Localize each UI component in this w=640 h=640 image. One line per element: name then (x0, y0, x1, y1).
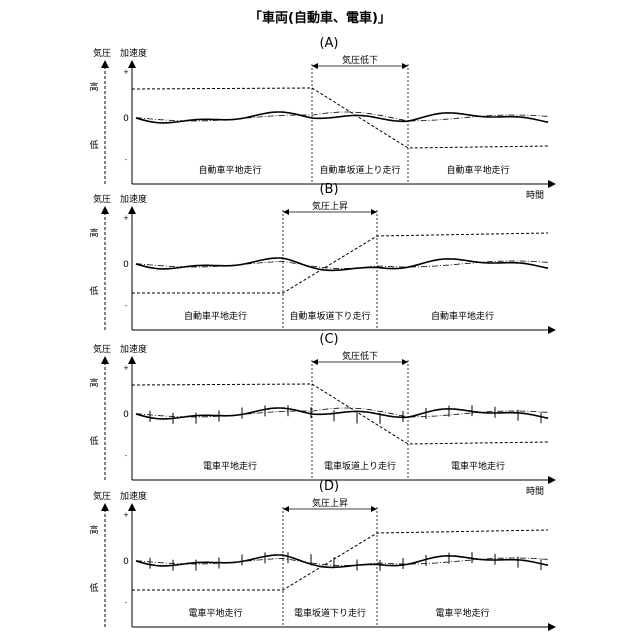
pressure-axis-label: 気圧 (93, 47, 111, 59)
interval-arrow-right (402, 359, 408, 365)
pressure-low-label: 低 (89, 435, 98, 447)
acceleration-axis-arrow (128, 60, 136, 68)
time-axis-label: 時間 (526, 190, 544, 201)
panel-label: (A) (319, 36, 338, 51)
panel-a: (A) 気圧高低 加速度 +0 - 時間 気圧低下自動車平地走行 自動車坂道上り走行 自動車平地… (89, 36, 556, 201)
time-axis-arrow (548, 476, 556, 484)
time-axis-arrow (548, 623, 556, 631)
pressure-curve (132, 88, 548, 148)
acceleration-axis-label: 加速度 (120, 47, 147, 59)
acceleration-plus-label: + (123, 68, 129, 76)
interval-label: 気圧上昇 (312, 200, 348, 212)
segment-label: 自動車坂道下り走行 (289, 310, 370, 322)
acceleration-zero-label: 0 (123, 557, 129, 567)
acceleration-plus-label: + (123, 364, 129, 372)
figure-title: 「車両(自動車、電車)」 (249, 10, 391, 26)
pressure-high-label: 高 (89, 377, 98, 389)
interval-arrow-right (371, 209, 377, 215)
time-axis-arrow (548, 180, 556, 188)
pressure-axis-arrow (101, 356, 109, 364)
pressure-axis-label: 気圧 (93, 343, 111, 355)
pressure-curve (132, 384, 548, 444)
segment-label: 自動車平地走行 (446, 164, 509, 176)
acceleration-axis-arrow (128, 503, 136, 511)
pressure-high-label: 高 (89, 81, 98, 93)
acceleration-curve (136, 408, 548, 419)
acceleration-axis-arrow (128, 206, 136, 214)
interval-arrow-right (371, 506, 377, 512)
pressure-low-label: 低 (89, 582, 98, 594)
pressure-high-label: 高 (89, 524, 98, 536)
segment-label: 電車坂道下り走行 (294, 607, 366, 619)
panel-d: (D) 気圧高低 加速度 +0 - 気圧上昇電車平地走行 電車坂道下り走行 電車平地走行 (89, 479, 556, 631)
pressure-low-label: 低 (89, 139, 98, 151)
time-axis-label: 時間 (526, 486, 544, 497)
segment-label: 電車平地走行 (203, 460, 257, 472)
acceleration-minus-label: - (125, 302, 128, 310)
acceleration-zero-label: 0 (123, 260, 129, 270)
interval-arrow-left (312, 359, 318, 365)
segment-label: 電車坂道上り走行 (324, 460, 396, 472)
segment-label: 電車平地走行 (435, 607, 489, 619)
panel-c: (C) 気圧高低 加速度 +0 - 時間 気圧低下電車平地走行 電車坂道上り走行 電車平地走行 (89, 332, 556, 497)
segment-label: 電車平地走行 (188, 607, 242, 619)
acceleration-axis-label: 加速度 (120, 193, 147, 205)
acceleration-plus-label: + (123, 214, 129, 222)
segment-label: 電車平地走行 (451, 460, 505, 472)
panel-label: (C) (319, 332, 338, 347)
interval-label: 気圧低下 (342, 350, 378, 362)
pressure-axis-label: 気圧 (93, 193, 111, 205)
acceleration-axis-label: 加速度 (120, 343, 147, 355)
acceleration-minus-label: - (125, 452, 128, 460)
interval-arrow-right (402, 63, 408, 69)
pressure-axis-arrow (101, 206, 109, 214)
acceleration-zero-label: 0 (123, 410, 129, 420)
acceleration-axis-label: 加速度 (120, 490, 147, 502)
panel-b: (B) 気圧高低 加速度 +0 - 気圧上昇自動車平地走行 自動車坂道下り走行 自動車平地走行 (89, 182, 556, 334)
acceleration-plus-label: + (123, 511, 129, 519)
acceleration-minus-label: - (125, 156, 128, 164)
acceleration-zero-label: 0 (123, 114, 129, 124)
panel-label: (D) (319, 479, 339, 494)
interval-label: 気圧低下 (342, 54, 378, 66)
segment-label: 自動車平地走行 (184, 310, 247, 322)
panels: (A)気圧高低加速度+0-時間気圧低下自動車平地走行自動車坂道上り走行自動車平地… (89, 36, 556, 631)
segment-label: 自動車平地走行 (431, 310, 494, 322)
interval-arrow-left (283, 209, 289, 215)
time-axis-arrow (548, 326, 556, 334)
interval-arrow-left (283, 506, 289, 512)
acceleration-axis-arrow (128, 356, 136, 364)
acceleration-minus-label: - (125, 599, 128, 607)
pressure-high-label: 高 (89, 227, 98, 239)
panel-label: (B) (319, 182, 338, 197)
segment-label: 自動車平地走行 (198, 164, 261, 176)
interval-label: 気圧上昇 (312, 497, 348, 509)
pressure-axis-arrow (101, 60, 109, 68)
pressure-axis-arrow (101, 503, 109, 511)
interval-arrow-left (312, 63, 318, 69)
pressure-axis-label: 気圧 (93, 490, 111, 502)
acceleration-curve (136, 112, 548, 123)
pressure-low-label: 低 (89, 285, 98, 297)
segment-label: 自動車坂道上り走行 (319, 164, 400, 176)
